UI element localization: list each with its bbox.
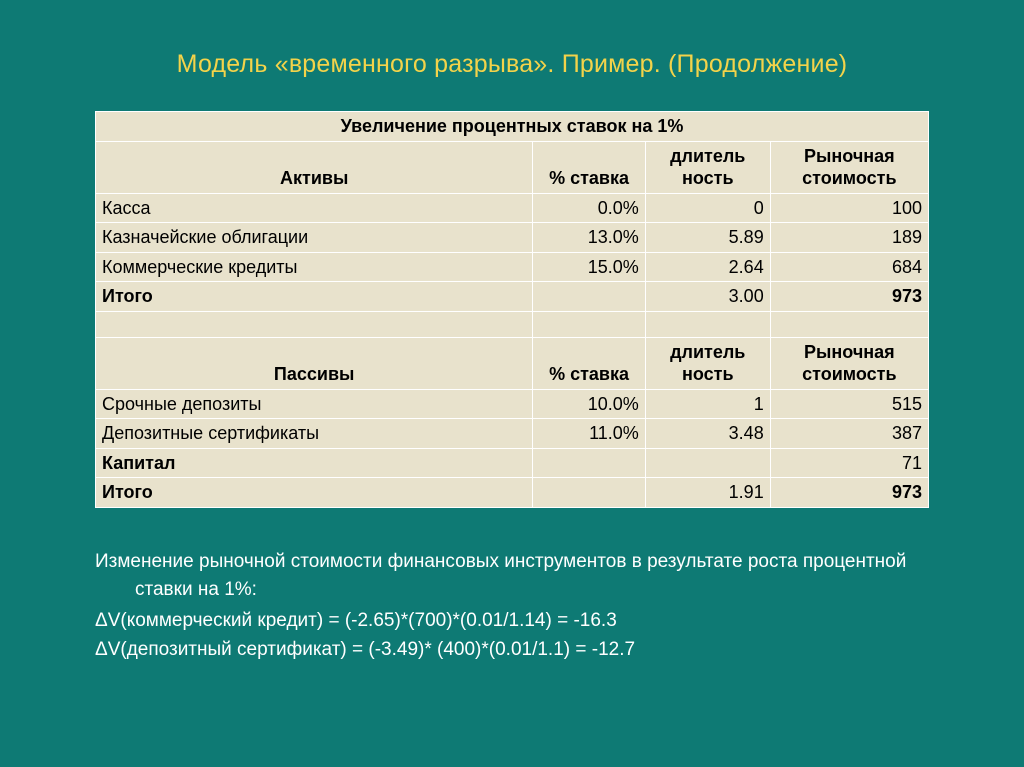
cell-label: Капитал: [96, 448, 533, 478]
col-header-value: Рыночная стоимость: [770, 337, 928, 389]
col-header-assets: Активы: [96, 141, 533, 193]
table-row: Срочные депозиты 10.0% 1 515: [96, 389, 929, 419]
notes-line1: ΔV(коммерческий кредит) = (-2.65)*(700)*…: [95, 607, 929, 636]
cell-duration: 1.91: [645, 478, 770, 508]
slide-title: Модель «временного разрыва». Пример. (Пр…: [95, 50, 929, 79]
cell-label: Казначейские облигации: [96, 223, 533, 253]
cell-rate: [533, 448, 645, 478]
cell-value: 973: [770, 478, 928, 508]
cell-label: Коммерческие кредиты: [96, 252, 533, 282]
cell-label: Итого: [96, 478, 533, 508]
rates-table: Увеличение процентных ставок на 1% Актив…: [95, 111, 929, 508]
cell-rate: 11.0%: [533, 419, 645, 449]
notes-block: Изменение рыночной стоимости финансовых …: [95, 548, 929, 665]
cell-value: 71: [770, 448, 928, 478]
col-header-value: Рыночная стоимость: [770, 141, 928, 193]
cell-rate: 13.0%: [533, 223, 645, 253]
col-header-duration: длитель ность: [645, 141, 770, 193]
cell-value: 100: [770, 193, 928, 223]
table-row: Коммерческие кредиты 15.0% 2.64 684: [96, 252, 929, 282]
cell-label: Касса: [96, 193, 533, 223]
table-row: Казначейские облигации 13.0% 5.89 189: [96, 223, 929, 253]
cell-value: 684: [770, 252, 928, 282]
cell-value: 189: [770, 223, 928, 253]
col-header-duration: длитель ность: [645, 337, 770, 389]
cell-label: Итого: [96, 282, 533, 312]
table-row-total: Итого 3.00 973: [96, 282, 929, 312]
notes-intro: Изменение рыночной стоимости финансовых …: [95, 548, 929, 605]
cell-duration: 1: [645, 389, 770, 419]
table-row-total: Итого 1.91 973: [96, 478, 929, 508]
table-header-main: Увеличение процентных ставок на 1%: [96, 112, 929, 142]
col-header-liabilities: Пассивы: [96, 337, 533, 389]
cell-value: 515: [770, 389, 928, 419]
cell-rate: 10.0%: [533, 389, 645, 419]
cell-duration: 5.89: [645, 223, 770, 253]
cell-value: 387: [770, 419, 928, 449]
table-row: Депозитные сертификаты 11.0% 3.48 387: [96, 419, 929, 449]
col-header-rate: % ставка: [533, 337, 645, 389]
table-row-capital: Капитал 71: [96, 448, 929, 478]
cell-duration: 3.00: [645, 282, 770, 312]
cell-duration: 3.48: [645, 419, 770, 449]
cell-rate: [533, 282, 645, 312]
cell-label: Депозитные сертификаты: [96, 419, 533, 449]
cell-value: 973: [770, 282, 928, 312]
cell-duration: 2.64: [645, 252, 770, 282]
cell-rate: 0.0%: [533, 193, 645, 223]
cell-rate: 15.0%: [533, 252, 645, 282]
cell-duration: 0: [645, 193, 770, 223]
cell-duration: [645, 448, 770, 478]
notes-line2: ΔV(депозитный сертификат) = (-3.49)* (40…: [95, 636, 929, 665]
table-spacer-row: [96, 311, 929, 337]
cell-label: Срочные депозиты: [96, 389, 533, 419]
cell-rate: [533, 478, 645, 508]
col-header-rate: % ставка: [533, 141, 645, 193]
table-row: Касса 0.0% 0 100: [96, 193, 929, 223]
